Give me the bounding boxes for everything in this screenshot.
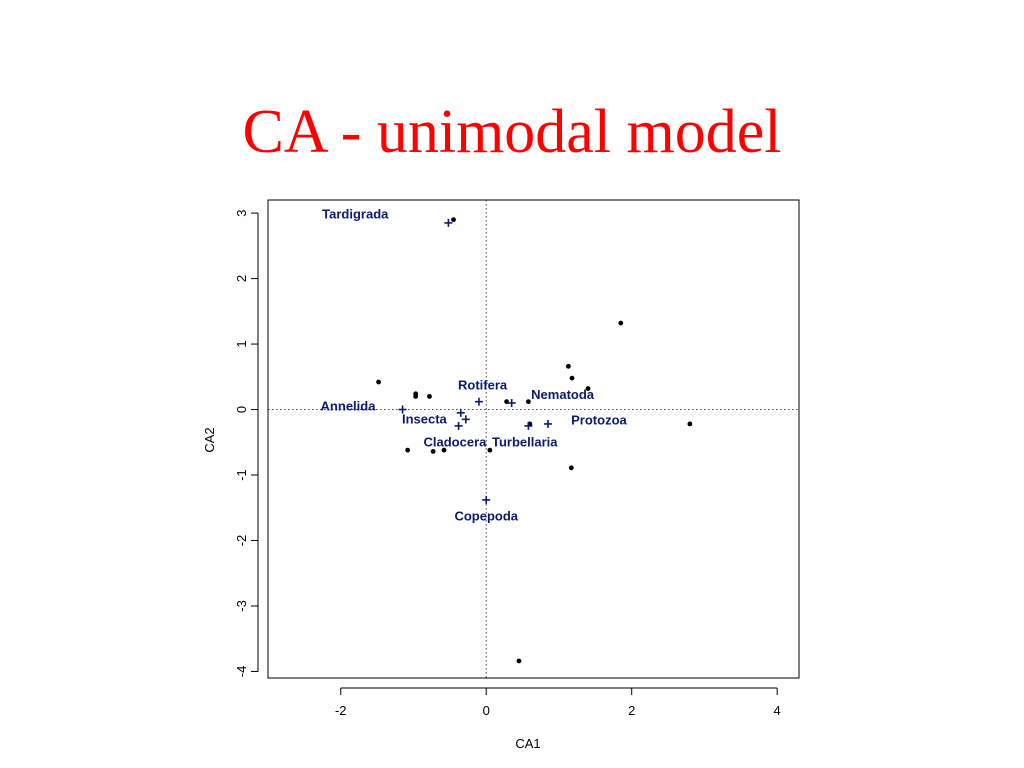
site-points [376,217,693,664]
site-point [618,320,624,326]
species-label: Protozoa [571,413,627,428]
x-axis: -2 0 2 4 [335,687,781,718]
reference-lines [268,200,799,678]
y-tick-label: -4 [234,666,249,678]
species-label: Cladocera [424,434,488,449]
y-axis: -4 -3 -2 -1 0 1 2 3 [234,209,259,678]
species-label: Annelida [321,398,377,413]
plot-frame [267,199,800,679]
species-label: Nematoda [531,387,595,402]
y-axis-title: CA2 [202,427,217,452]
species-point: Rotifera [458,377,508,406]
species-points: Tardigrada Rotifera Nematoda Annelida Insect… [321,206,628,523]
species-point: Annelida [321,398,407,414]
site-point [516,658,522,664]
site-point [487,447,493,453]
species-point: Insecta [402,408,465,426]
x-tick-label: -2 [335,703,347,718]
site-point [430,449,436,454]
site-point [526,399,531,405]
y-tick-label: -3 [234,600,249,612]
species-label: Turbellaria [492,434,558,449]
species-point: Tardigrada [322,206,453,227]
y-tick-label: 1 [234,340,249,347]
x-tick-label: 2 [628,703,635,718]
species-point: Turbellaria [492,421,558,449]
y-tick-label: -2 [234,535,249,547]
species-label: Rotifera [458,377,508,392]
site-point [451,217,456,223]
slide-title: CA - unimodal model [242,98,782,166]
species-label: Tardigrada [322,206,389,221]
species-point: Nematoda [507,387,595,407]
species-label: Copepoda [454,508,518,523]
site-point [569,375,575,381]
species-point [461,415,470,424]
site-point [376,379,381,385]
y-tick-label: 3 [234,209,249,216]
site-point [441,447,447,453]
site-point [687,421,693,427]
x-axis-title: CA1 [515,736,540,751]
species-point: Cladocera [424,421,488,449]
site-point [427,394,432,399]
x-tick-label: 4 [774,703,781,718]
species-point: Protozoa [544,413,628,428]
y-tick-label: 0 [234,406,249,413]
y-tick-label: 2 [234,275,249,282]
species-label: Insecta [402,411,448,426]
site-point [413,394,419,399]
x-tick-label: 0 [483,703,490,718]
site-point [405,447,411,453]
site-point [568,465,574,471]
site-point [585,386,591,391]
species-point: Copepoda [454,495,519,523]
site-point [566,363,571,369]
y-tick-label: -1 [234,469,249,481]
